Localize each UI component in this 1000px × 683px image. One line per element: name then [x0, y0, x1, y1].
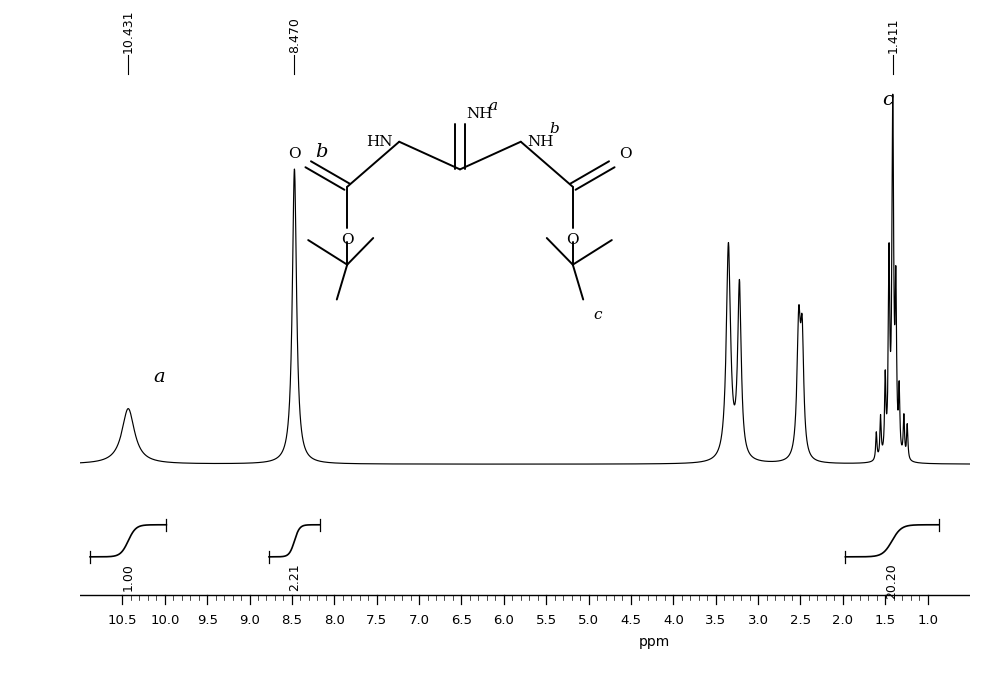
Text: b: b [316, 143, 328, 161]
Text: O: O [341, 233, 354, 247]
Text: 10.431: 10.431 [122, 9, 135, 53]
Text: NH: NH [527, 135, 554, 149]
Text: 8.0: 8.0 [324, 613, 345, 627]
Text: O: O [288, 147, 300, 161]
Text: HN: HN [366, 135, 393, 149]
Text: 8.470: 8.470 [288, 16, 301, 53]
Text: O: O [566, 233, 579, 247]
Text: 3.0: 3.0 [748, 613, 769, 627]
Text: 6.5: 6.5 [451, 613, 472, 627]
Text: 9.0: 9.0 [239, 613, 260, 627]
Text: 7.0: 7.0 [409, 613, 430, 627]
Text: c: c [594, 307, 602, 322]
Text: 6.0: 6.0 [493, 613, 514, 627]
Text: 10.0: 10.0 [150, 613, 179, 627]
Text: 2.21: 2.21 [288, 563, 301, 591]
Text: 2.0: 2.0 [832, 613, 853, 627]
Text: c: c [883, 91, 893, 109]
Text: 5.5: 5.5 [536, 613, 557, 627]
Text: a: a [154, 368, 165, 387]
Text: 3.5: 3.5 [705, 613, 726, 627]
Text: 5.0: 5.0 [578, 613, 599, 627]
Text: 10.5: 10.5 [108, 613, 137, 627]
Text: 4.0: 4.0 [663, 613, 684, 627]
Text: 8.5: 8.5 [281, 613, 302, 627]
Text: 4.5: 4.5 [620, 613, 641, 627]
Text: 2.5: 2.5 [790, 613, 811, 627]
Text: b: b [549, 122, 559, 136]
Text: NH: NH [466, 107, 493, 121]
Text: 9.5: 9.5 [197, 613, 218, 627]
Text: 7.5: 7.5 [366, 613, 387, 627]
Text: 1.0: 1.0 [917, 613, 938, 627]
Text: 20.20: 20.20 [886, 563, 899, 599]
Text: 1.411: 1.411 [886, 17, 899, 53]
Text: O: O [620, 147, 632, 161]
Text: 1.5: 1.5 [875, 613, 896, 627]
Text: ppm: ppm [638, 635, 670, 649]
Text: 1.00: 1.00 [122, 563, 135, 591]
Text: a: a [489, 99, 498, 113]
